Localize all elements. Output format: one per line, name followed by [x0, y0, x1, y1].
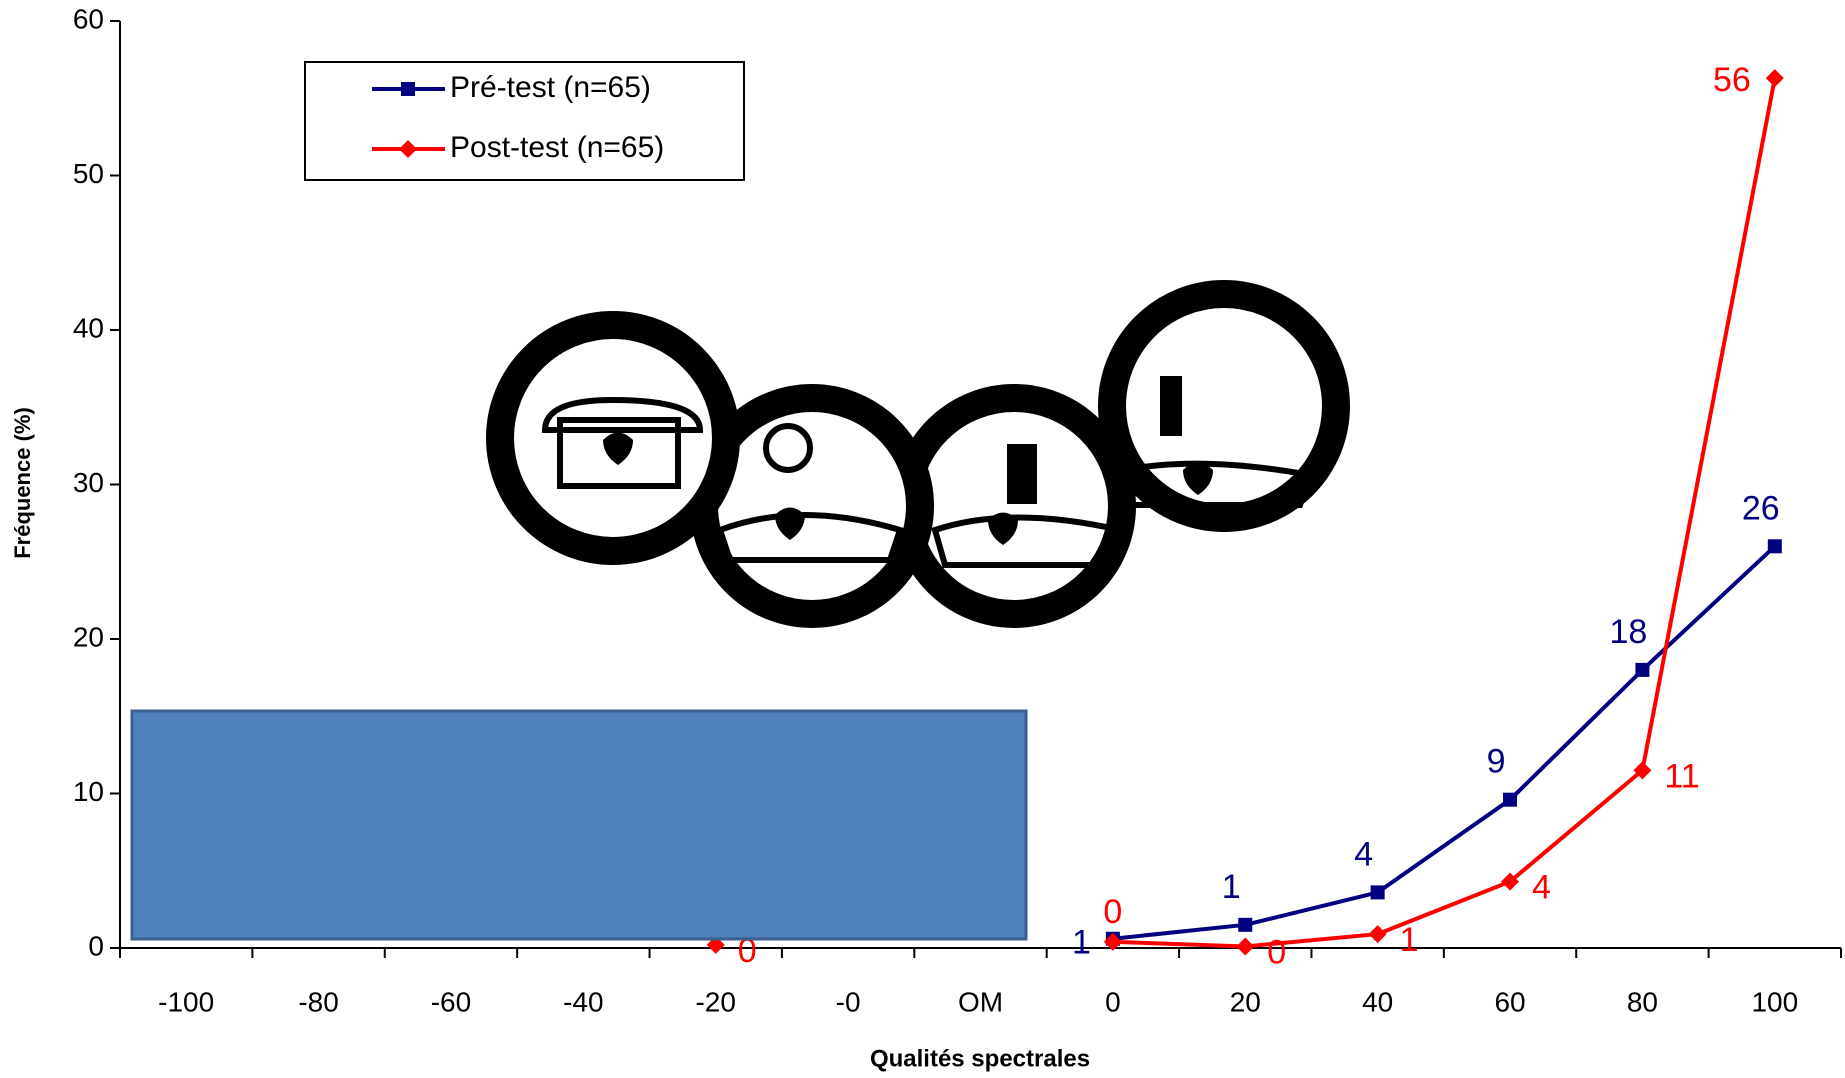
data-label: 0: [1267, 933, 1286, 971]
marker: [1368, 925, 1387, 944]
x-tick-label: OM: [958, 986, 1003, 1017]
data-label: 0: [1103, 893, 1122, 931]
marker: [1765, 69, 1784, 88]
overlay-box: [130, 709, 1028, 941]
data-label: 4: [1532, 869, 1551, 907]
data-label: 4: [1354, 835, 1373, 873]
y-tick-label: 40: [73, 312, 104, 343]
data-label: 1: [1222, 868, 1241, 906]
data-label: 1: [1400, 921, 1419, 959]
y-tick-label: 0: [88, 930, 104, 961]
data-label: 26: [1742, 489, 1780, 527]
y-tick-label: 10: [73, 776, 104, 807]
marker: [1767, 539, 1782, 554]
x-tick-label: -40: [563, 986, 603, 1017]
x-tick-label: 80: [1627, 986, 1658, 1017]
legend: Pré-test (n=65) Post-test (n=65): [304, 61, 745, 181]
data-label: 1: [1072, 924, 1091, 962]
marker: [1503, 792, 1518, 807]
x-tick-label: -60: [431, 986, 471, 1017]
data-label: 56: [1713, 61, 1751, 99]
x-tick-label: -80: [298, 986, 338, 1017]
y-axis-title: Fréquence (%): [10, 407, 35, 559]
y-tick-label: 50: [73, 158, 104, 189]
x-tick-label: 60: [1494, 986, 1525, 1017]
x-tick-label: 0: [1105, 986, 1121, 1017]
x-tick-label: -0: [836, 986, 861, 1017]
marker: [1236, 937, 1255, 956]
x-tick-label: 20: [1230, 986, 1261, 1017]
marker: [1633, 761, 1652, 780]
data-label: 0: [738, 932, 757, 970]
x-tick-label: -20: [695, 986, 735, 1017]
x-tick-label: 100: [1751, 986, 1798, 1017]
marker: [1370, 885, 1385, 900]
legend-label: Post-test (n=65): [450, 131, 664, 164]
logo: [486, 280, 1350, 628]
marker: [399, 140, 417, 158]
x-tick-label: -100: [158, 986, 214, 1017]
x-tick-label: 40: [1362, 986, 1393, 1017]
data-label: 11: [1664, 757, 1699, 795]
marker: [1501, 872, 1520, 891]
data-label: 18: [1610, 613, 1648, 651]
marker: [1238, 917, 1253, 932]
legend-box: [304, 61, 745, 181]
marker: [1103, 932, 1122, 951]
y-tick-label: 60: [73, 3, 104, 34]
x-axis-title: Qualités spectrales: [870, 1045, 1090, 1072]
marker: [401, 82, 415, 96]
y-tick-label: 30: [73, 467, 104, 498]
marker: [1635, 662, 1650, 677]
y-tick-label: 20: [73, 621, 104, 652]
legend-label: Pré-test (n=65): [450, 71, 651, 104]
data-label: 9: [1487, 743, 1506, 781]
series-line: [1112, 77, 1777, 949]
